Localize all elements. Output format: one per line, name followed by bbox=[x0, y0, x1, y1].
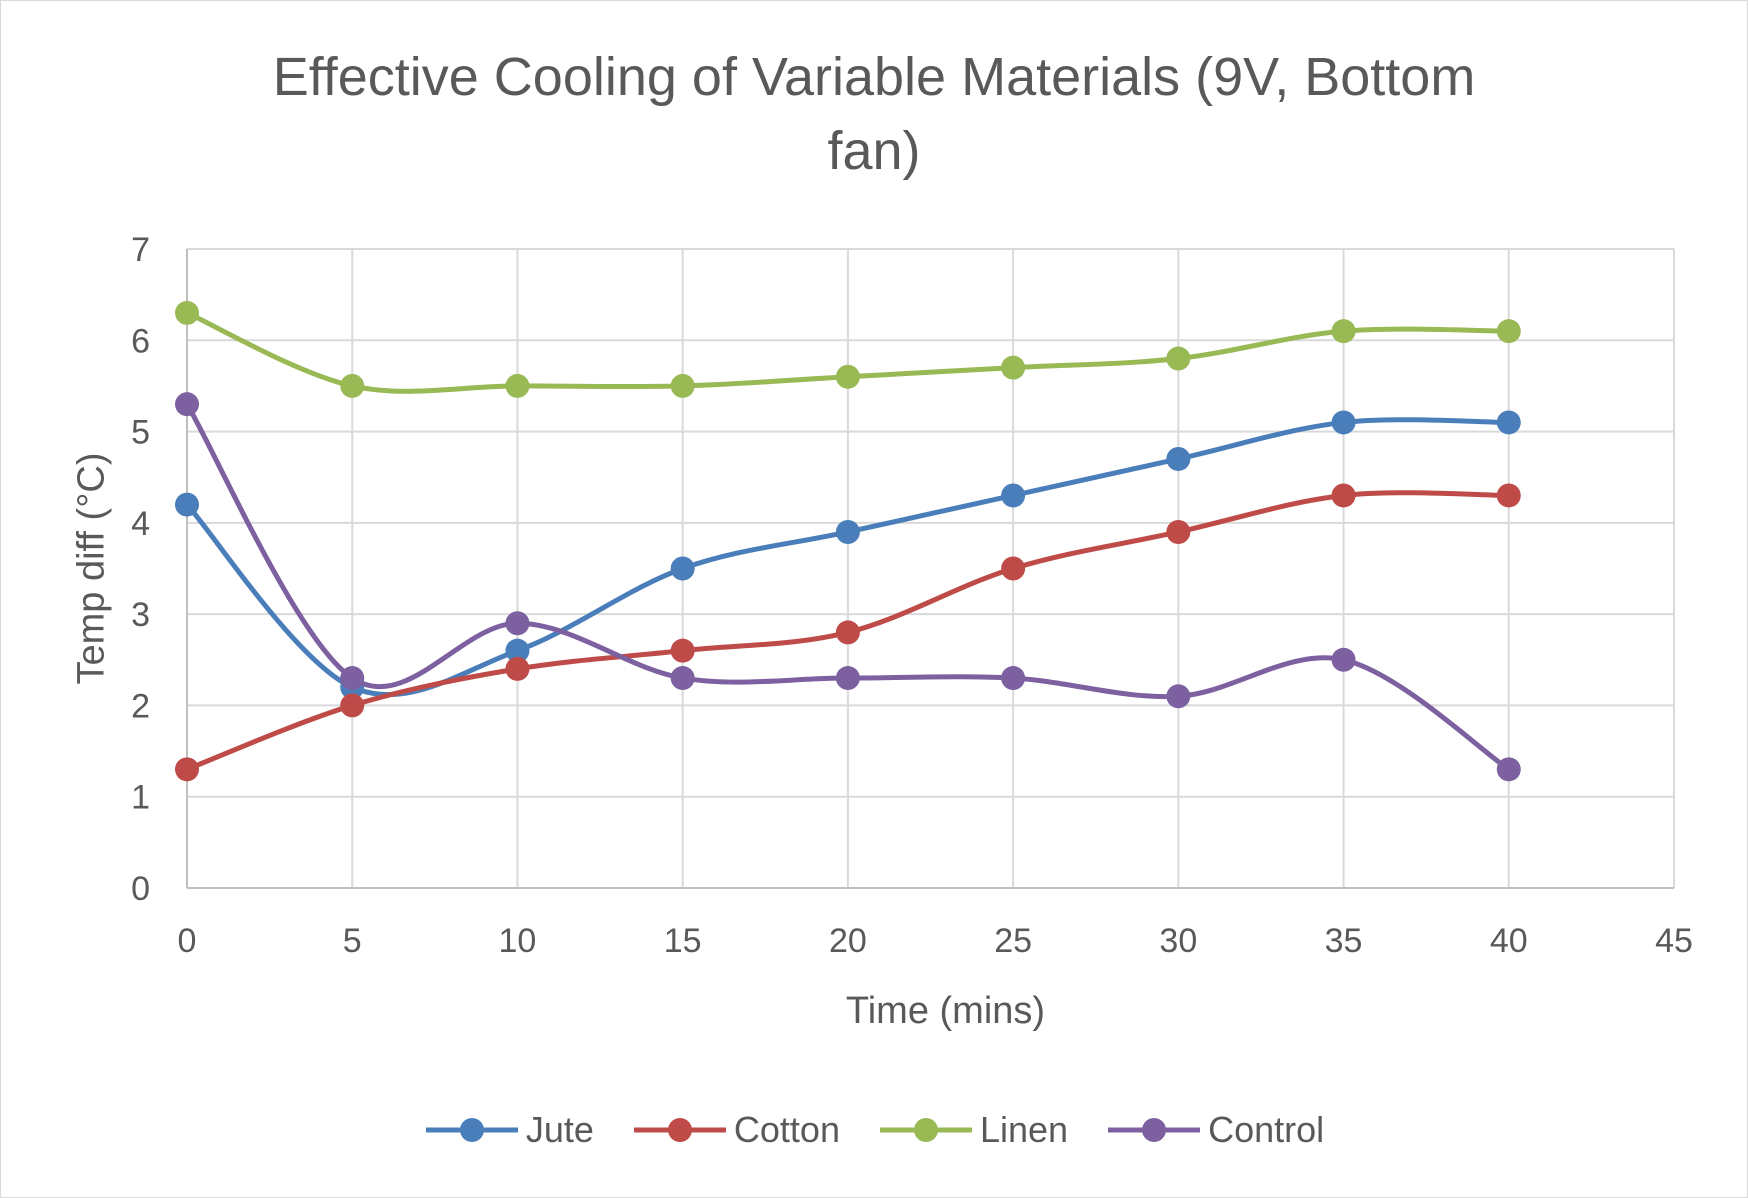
x-tick-label: 45 bbox=[1655, 922, 1693, 960]
data-point-cotton bbox=[1166, 519, 1191, 544]
y-tick-label: 4 bbox=[131, 505, 150, 543]
data-point-linen bbox=[340, 373, 365, 398]
y-tick-label: 2 bbox=[131, 687, 150, 725]
y-tick-label: 6 bbox=[131, 322, 150, 360]
data-point-control bbox=[1496, 757, 1521, 782]
data-point-control bbox=[1001, 666, 1026, 691]
legend-label-control: Control bbox=[1208, 1109, 1325, 1150]
x-tick-label: 30 bbox=[1159, 922, 1197, 960]
y-tick-label: 1 bbox=[131, 779, 150, 817]
y-tick-label: 5 bbox=[131, 414, 150, 452]
data-point-cotton bbox=[175, 757, 199, 782]
data-point-jute bbox=[1001, 483, 1026, 508]
y-axis-title: Temp diff (°C) bbox=[70, 453, 112, 685]
legend-label-jute: Jute bbox=[525, 1109, 594, 1150]
x-tick-label: 25 bbox=[994, 922, 1032, 960]
data-point-jute bbox=[505, 638, 530, 663]
x-tick-label: 40 bbox=[1490, 922, 1528, 960]
data-point-jute bbox=[1166, 446, 1191, 471]
data-point-jute bbox=[1496, 410, 1521, 435]
legend-item-linen: Linen bbox=[878, 1109, 1068, 1151]
data-point-control bbox=[1166, 684, 1191, 709]
legend-item-cotton: Cotton bbox=[632, 1109, 840, 1151]
x-tick-label: 15 bbox=[664, 922, 702, 960]
y-tick-label: 0 bbox=[131, 870, 150, 908]
legend-swatch-control bbox=[1108, 1118, 1201, 1142]
data-point-linen bbox=[1001, 355, 1026, 380]
data-point-control bbox=[1331, 647, 1356, 672]
data-point-control bbox=[505, 611, 530, 636]
legend-swatch-linen bbox=[879, 1118, 972, 1142]
data-point-cotton bbox=[670, 638, 695, 663]
y-tick-label: 7 bbox=[131, 231, 150, 269]
data-point-linen bbox=[175, 300, 199, 325]
data-point-linen bbox=[1331, 319, 1356, 344]
data-point-linen bbox=[835, 364, 860, 389]
data-point-cotton bbox=[340, 693, 365, 718]
x-tick-label: 0 bbox=[178, 922, 197, 960]
legend-item-control: Control bbox=[1106, 1109, 1324, 1151]
chart-title: Effective Cooling of Variable Materials … bbox=[272, 47, 1476, 181]
y-tick-label: 3 bbox=[131, 596, 150, 634]
data-point-jute bbox=[1331, 410, 1356, 435]
data-point-control bbox=[175, 392, 199, 417]
data-point-jute bbox=[175, 492, 199, 517]
x-axis-title: Time (mins) bbox=[846, 990, 1045, 1032]
legend-item-jute: Jute bbox=[424, 1109, 594, 1151]
data-point-linen bbox=[670, 373, 695, 398]
data-point-cotton bbox=[835, 620, 860, 645]
data-point-cotton bbox=[1331, 483, 1356, 508]
data-point-linen bbox=[505, 373, 530, 398]
data-point-jute bbox=[835, 519, 860, 544]
legend-label-linen: Linen bbox=[979, 1109, 1069, 1150]
x-tick-label: 35 bbox=[1325, 922, 1363, 960]
x-tick-label: 20 bbox=[829, 922, 867, 960]
data-point-control bbox=[340, 666, 365, 691]
x-tick-label: 10 bbox=[499, 922, 537, 960]
data-point-linen bbox=[1166, 346, 1191, 371]
legend-swatch-jute bbox=[425, 1118, 518, 1142]
data-point-linen bbox=[1496, 319, 1521, 344]
x-tick-label: 5 bbox=[343, 922, 362, 960]
data-point-control bbox=[835, 666, 860, 691]
data-point-cotton bbox=[1001, 556, 1026, 581]
data-point-control bbox=[670, 666, 695, 691]
data-point-cotton bbox=[505, 656, 530, 681]
chart-legend: Jute Cotton Linen Control bbox=[0, 1104, 1748, 1156]
data-point-jute bbox=[670, 556, 695, 581]
data-point-cotton bbox=[1496, 483, 1521, 508]
legend-label-cotton: Cotton bbox=[733, 1109, 840, 1150]
legend-swatch-cotton bbox=[633, 1118, 726, 1142]
